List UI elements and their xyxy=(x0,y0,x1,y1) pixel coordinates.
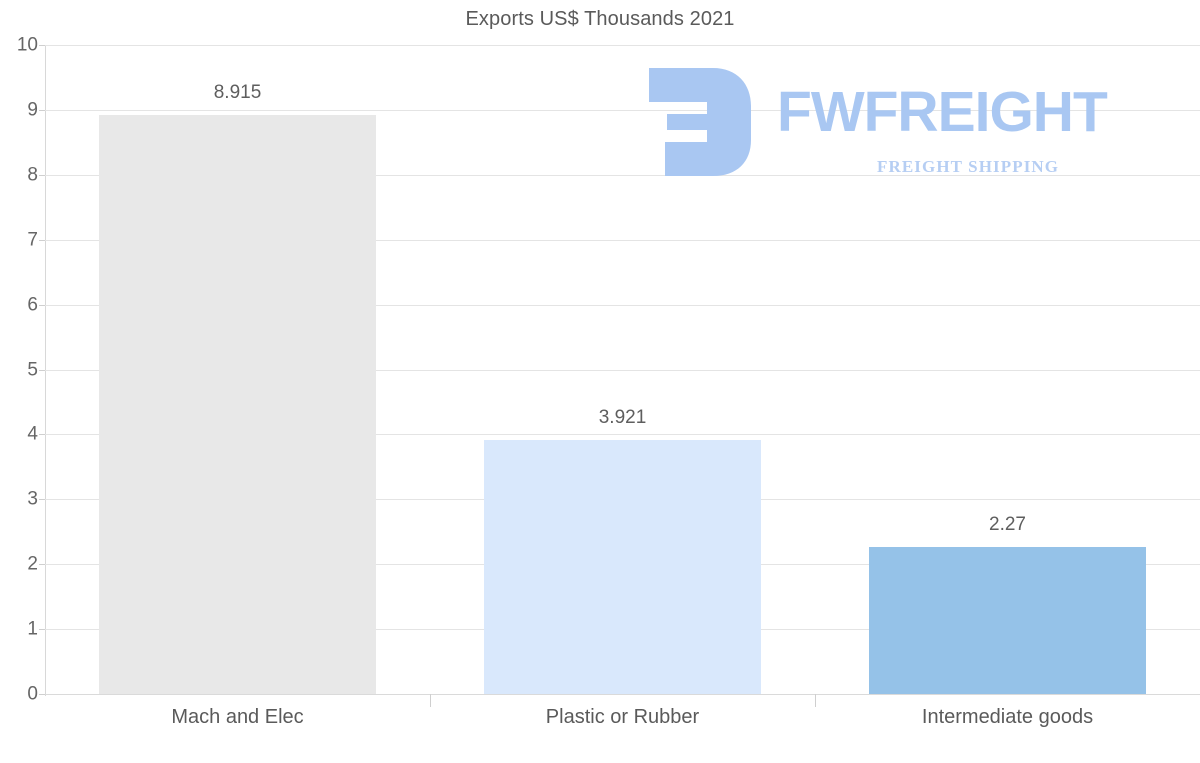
y-axis-tick-mark xyxy=(39,629,45,631)
y-axis-tick-mark xyxy=(39,45,45,46)
bar-value-label: 3.921 xyxy=(598,406,647,428)
grid-line xyxy=(45,694,1200,695)
grid-line xyxy=(45,45,1200,46)
y-axis-tick-label: 3 xyxy=(27,488,38,510)
grid-line xyxy=(45,109,1200,111)
grid-line xyxy=(45,174,1200,176)
grid-line xyxy=(45,239,1200,241)
y-axis-tick-mark xyxy=(39,694,45,695)
x-axis-category-label: Mach and Elec xyxy=(171,706,304,728)
y-axis-tick-label: 2 xyxy=(27,553,38,575)
chart-title: Exports US$ Thousands 2021 xyxy=(465,8,735,30)
y-axis-tick-label: 10 xyxy=(16,34,38,56)
y-axis-tick-mark xyxy=(39,434,45,436)
y-axis-tick-label: 7 xyxy=(27,229,38,251)
bar[interactable] xyxy=(868,546,1147,694)
x-axis-category-label: Intermediate goods xyxy=(921,706,1094,728)
y-axis-tick-mark xyxy=(39,304,45,306)
y-axis-tick-label: 9 xyxy=(27,99,38,121)
y-axis-tick-label: 1 xyxy=(27,618,38,640)
y-axis-tick-mark xyxy=(39,174,45,176)
bar-value-label: 8.915 xyxy=(213,82,262,104)
y-axis-tick-label: 5 xyxy=(27,359,38,380)
grid-line xyxy=(45,304,1200,306)
bar-value-label: 2.27 xyxy=(989,513,1026,535)
y-axis-tick-mark xyxy=(39,369,45,371)
y-axis-tick-mark xyxy=(39,564,45,566)
y-axis-tick-labels: 0 1 2 3 4 5 6 7 8 9 10 xyxy=(0,36,38,704)
plot-area: 8.915 3.921 2.27 xyxy=(45,45,1200,695)
y-axis-tick-label: 8 xyxy=(27,164,38,186)
y-axis-tick-label: 6 xyxy=(27,294,38,316)
x-axis-category-label: Plastic or Rubber xyxy=(545,706,700,728)
x-axis-tick-mark xyxy=(430,694,431,707)
y-axis-tick-label: 0 xyxy=(27,683,38,705)
x-axis-tick-mark xyxy=(815,694,816,707)
y-axis-tick-mark xyxy=(39,239,45,241)
y-axis-line xyxy=(45,45,46,696)
y-axis-tick-mark xyxy=(39,109,45,111)
y-axis-tick-mark xyxy=(39,499,45,501)
grid-line xyxy=(45,369,1200,371)
bar[interactable] xyxy=(98,115,377,694)
grid-line xyxy=(45,434,1200,436)
y-axis-tick-label: 4 xyxy=(27,423,38,445)
bar[interactable] xyxy=(483,439,762,694)
